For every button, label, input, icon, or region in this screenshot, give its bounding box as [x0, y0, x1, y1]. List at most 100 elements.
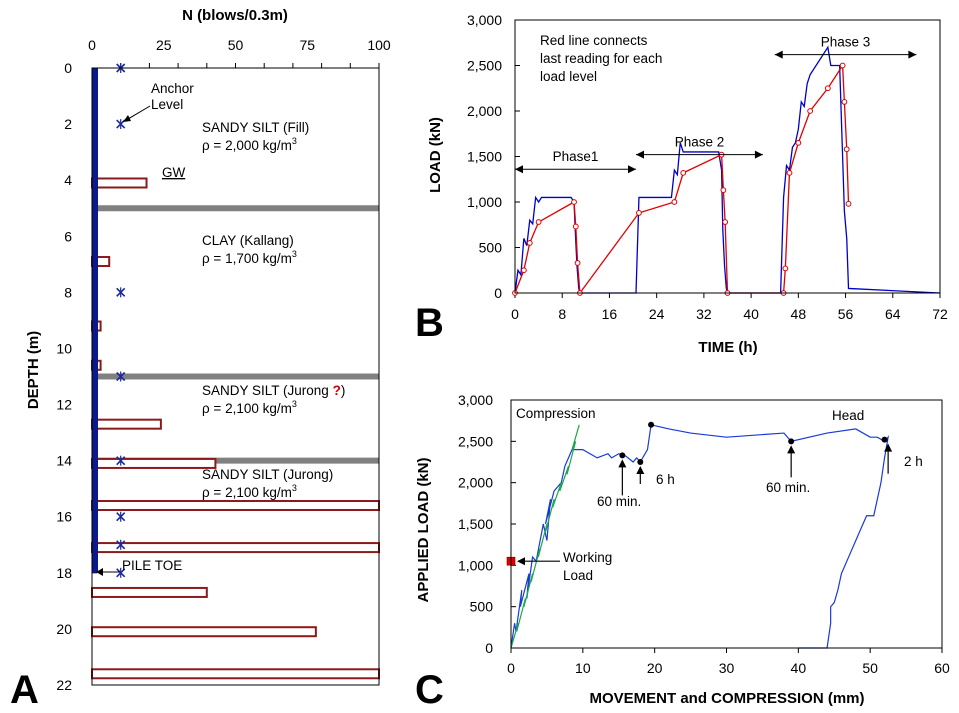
panel-b-last-reading-point [786, 169, 793, 176]
anchor-label-line1: Anchor [151, 81, 194, 96]
spt-bar [91, 177, 148, 189]
panel-a-y-tick-label: 12 [56, 397, 72, 413]
panel-b-x-axis-title: TIME (h) [698, 339, 757, 356]
panel-b-last-reading-point [636, 210, 642, 216]
panel-b-series [512, 45, 941, 296]
panel-a-y-tick-label: 8 [64, 284, 72, 300]
layer3-name: SANDY SILT (Jurong ?) [202, 383, 345, 398]
spt-bar [91, 418, 162, 430]
panel-b-y-tick-label: 2,000 [467, 103, 502, 119]
panel-b-last-reading-point [795, 139, 802, 146]
panel-a-y-tick-label: 10 [56, 340, 72, 356]
sixty-min-arrow-1-head [618, 459, 627, 468]
panel-c-y-tick-label: 2,000 [458, 475, 493, 491]
panel-b-plot-frame [514, 19, 941, 294]
panel-c-marked-point [619, 452, 626, 459]
panel-a-y-tick-label: 0 [64, 60, 72, 76]
panel-b-x-tick-labels: 0 8 16 24 32 40 48 56 64 72 [511, 293, 948, 322]
sample-marker [116, 119, 126, 130]
panel-a-x-axis-title: N (blows/0.3m) [182, 7, 288, 24]
spt-bar [91, 542, 380, 554]
panel-b-last-reading-point [841, 99, 848, 105]
head-label: Head [832, 408, 864, 423]
sixty-min-label-1: 60 min. [597, 494, 641, 509]
panel-b-note-line2: last reading for each [540, 51, 662, 66]
panel-c-marked-point [637, 459, 644, 465]
phase-arrowhead-left [774, 50, 783, 59]
panel-a-y-tick-label: 16 [56, 509, 72, 525]
panel-a-y-tick-label: 22 [56, 677, 72, 693]
panel-c-x-tick-label: 40 [791, 660, 807, 676]
panel-c-x-tick-label: 10 [575, 660, 591, 676]
panel-b-x-tick-label: 40 [743, 306, 759, 322]
phase-label: Phase1 [553, 149, 599, 164]
panel-c-y-tick-label: 500 [470, 599, 494, 615]
panel-c-x-tick-label: 50 [862, 660, 878, 676]
panel-c-x-tick-labels: 0 10 20 30 40 50 60 [507, 648, 950, 676]
panel-b-y-tick-label: 2,500 [467, 58, 502, 74]
panel-b-phase-arrows: Phase1 Phase 2 Phase 3 [515, 35, 917, 174]
phase-arrowhead-left [515, 165, 523, 174]
panel-c-x-tick-label: 20 [647, 660, 663, 676]
panel-a-x-tick-label: 75 [299, 37, 315, 53]
working-load-label-line1: Working [563, 550, 612, 565]
panel-c-x-tick-label: 30 [719, 660, 735, 676]
panel-b-x-tick-label: 48 [791, 306, 807, 322]
six-hour-arrow-head [636, 466, 645, 474]
panel-a-x-tick-label: 50 [228, 37, 244, 53]
panel-b-x-tick-label: 56 [838, 306, 854, 322]
sample-marker [116, 511, 126, 522]
panel-c-y-tick-label: 2,500 [458, 433, 493, 449]
panel-a-x-tick-label: 100 [367, 37, 391, 53]
panel-b-last-reading-point [722, 219, 729, 225]
working-load-arrow-head [517, 557, 525, 566]
sample-marker [116, 567, 126, 578]
panel-c-marked-points [506, 421, 888, 566]
panel-b-y-tick-labels: 0 500 1,000 1,500 2,000 2,500 3,000 [467, 12, 520, 301]
panel-b-y-tick-label: 500 [479, 240, 503, 256]
layer1-name: SANDY SILT (Fill) [202, 120, 309, 135]
anchor-arrowhead [123, 115, 131, 122]
panel-a-y-tick-label: 4 [64, 172, 72, 188]
panel-c-marked-point [881, 436, 888, 443]
panel-c-load-movement: 0 500 1,000 1,500 2,000 2,500 3,000 0 10 20 30 40 5… [415, 392, 950, 712]
spt-bar [91, 500, 380, 512]
panel-b-x-tick-label: 16 [602, 306, 618, 322]
compression-label: Compression [516, 406, 596, 421]
panel-a-y-tick-label: 18 [56, 565, 72, 581]
panel-b-x-tick-label: 8 [558, 306, 566, 322]
panel-a-y-tick-label: 20 [56, 621, 72, 637]
panel-c-head-movement-line [510, 424, 890, 649]
sample-marker [116, 371, 126, 382]
panel-c-label: C [415, 668, 444, 712]
panel-a-y-tick-label: 14 [56, 453, 72, 469]
panel-c-x-tick-label: 60 [934, 660, 950, 676]
anchor-label-line2: Level [151, 97, 183, 112]
panel-b-x-tick-label: 32 [696, 306, 712, 322]
panel-a-y-tick-label: 2 [64, 116, 72, 132]
panel-a-spt-profile: N (blows/0.3m) 0 25 50 75 100 0 2 4 6 8 10 12 14 16 1… [10, 7, 391, 712]
panel-c-y-axis-title: APPLIED LOAD (kN) [415, 457, 432, 602]
panel-b-last-reading-point [574, 260, 581, 266]
spt-bar [91, 457, 217, 469]
panel-b-last-reading-point [680, 169, 687, 176]
panel-c-y-tick-label: 1,500 [458, 516, 493, 532]
panel-b-last-reading-point [671, 199, 678, 205]
sample-marker [116, 455, 126, 466]
panel-c-marked-point [648, 421, 655, 428]
panel-b-load-time: 0 500 1,000 1,500 2,000 2,500 3,000 0 8 16 24 32 40… [415, 12, 948, 356]
sixty-min-arrow-2-head [787, 445, 796, 454]
phase-label: Phase 3 [821, 35, 871, 50]
phase-arrowhead-left [636, 150, 645, 159]
panel-b-label: B [415, 301, 444, 345]
spt-bar [91, 586, 208, 598]
layer1-density: ρ = 2,000 kg/m3 [202, 136, 297, 153]
panel-a-y-axis-title: DEPTH (m) [25, 331, 42, 409]
layer4-density: ρ = 2,100 kg/m3 [202, 483, 297, 500]
gw-label: GW [162, 165, 186, 180]
panel-b-last-reading-point [843, 146, 850, 153]
panel-b-note-line1: Red line connects [540, 33, 648, 48]
pile-shaft [92, 68, 98, 573]
panel-a-label: A [10, 668, 39, 712]
panel-b-last-reading-point [845, 200, 852, 207]
